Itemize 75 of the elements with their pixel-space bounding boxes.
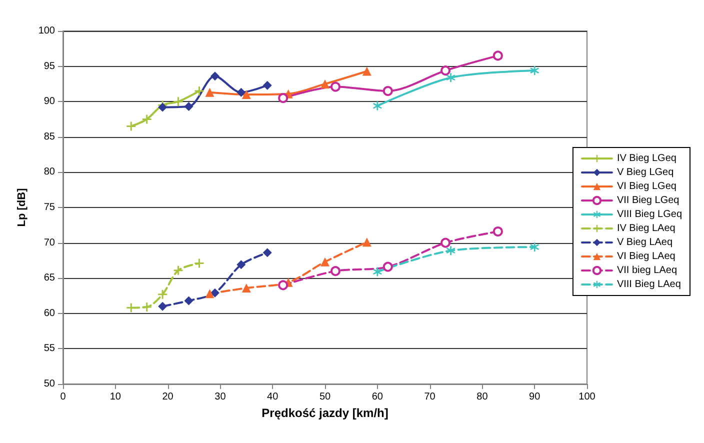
legend-label: IV Bieg LGeq bbox=[616, 153, 676, 164]
point bbox=[174, 266, 183, 275]
legend-label: VI Bieg LAeq bbox=[616, 251, 676, 262]
y-tick-label: 60 bbox=[44, 308, 56, 319]
point bbox=[278, 280, 288, 290]
point bbox=[242, 283, 251, 292]
point bbox=[330, 82, 340, 92]
x-tick-label: 70 bbox=[424, 392, 436, 402]
x-tick-label: 20 bbox=[162, 392, 174, 402]
legend-label: V Bieg LAeq bbox=[616, 237, 673, 248]
point bbox=[382, 262, 393, 272]
point bbox=[262, 248, 272, 258]
point bbox=[492, 50, 503, 61]
point bbox=[158, 290, 168, 299]
point bbox=[236, 88, 246, 97]
point bbox=[372, 101, 382, 110]
point bbox=[382, 86, 393, 96]
point bbox=[372, 267, 382, 276]
point bbox=[236, 260, 246, 270]
point bbox=[446, 246, 456, 256]
x-axis-title: Prędkość jazdy [km/h] bbox=[262, 406, 388, 420]
x-tick-label: 90 bbox=[529, 392, 541, 402]
point bbox=[158, 302, 168, 311]
y-tick-label: 70 bbox=[44, 237, 56, 248]
point bbox=[194, 86, 204, 96]
y-tick-label: 80 bbox=[44, 166, 56, 178]
x-tick-label: 0 bbox=[60, 392, 66, 402]
y-tick-label: 90 bbox=[44, 96, 56, 108]
point bbox=[184, 296, 194, 306]
point bbox=[205, 289, 214, 298]
point bbox=[142, 302, 152, 312]
point bbox=[446, 73, 456, 82]
y-tick-label: 50 bbox=[44, 378, 56, 390]
y-tick-label: 85 bbox=[44, 131, 56, 142]
x-tick-label: 10 bbox=[110, 392, 122, 402]
point bbox=[440, 238, 451, 248]
y-tick-label: 65 bbox=[44, 272, 56, 284]
x-tick-label: 80 bbox=[476, 392, 488, 402]
point bbox=[126, 122, 136, 131]
point bbox=[362, 238, 372, 247]
x-tick-label: 50 bbox=[319, 392, 331, 402]
legend-label: VIII Bieg LGeq bbox=[616, 209, 682, 220]
y-tick-label: 100 bbox=[38, 26, 56, 36]
legend-label: V Bieg LGeq bbox=[616, 167, 674, 178]
point bbox=[262, 80, 272, 90]
x-tick-label: 60 bbox=[372, 392, 384, 402]
point bbox=[194, 258, 204, 268]
point bbox=[210, 288, 220, 298]
legend-label: IV Bieg LAeq bbox=[616, 223, 676, 234]
point bbox=[530, 66, 540, 76]
point bbox=[320, 79, 330, 88]
y-tick-label: 75 bbox=[44, 202, 56, 213]
point bbox=[205, 88, 214, 97]
point bbox=[492, 226, 503, 236]
point bbox=[530, 242, 540, 252]
point bbox=[174, 97, 183, 106]
legend-label: VII Bieg LGeq bbox=[616, 195, 680, 206]
legend-label: VIII Bieg LAeq bbox=[616, 279, 681, 290]
legend-label: VII bieg LAeq bbox=[616, 265, 678, 276]
legend-label: VI Bieg LGeq bbox=[616, 181, 676, 192]
x-tick-label: 30 bbox=[214, 392, 226, 402]
point bbox=[142, 114, 152, 124]
y-tick-label: 95 bbox=[44, 60, 56, 72]
point bbox=[320, 257, 330, 266]
point bbox=[278, 93, 288, 104]
point bbox=[210, 72, 220, 81]
point bbox=[440, 66, 451, 76]
y-axis-title: Lp [dB] bbox=[16, 188, 28, 227]
x-tick-label: 100 bbox=[578, 392, 596, 402]
y-tick-label: 55 bbox=[44, 343, 56, 354]
x-tick-label: 40 bbox=[267, 392, 279, 402]
point bbox=[184, 102, 194, 112]
point bbox=[362, 66, 372, 76]
point bbox=[242, 90, 251, 100]
point bbox=[330, 266, 340, 276]
